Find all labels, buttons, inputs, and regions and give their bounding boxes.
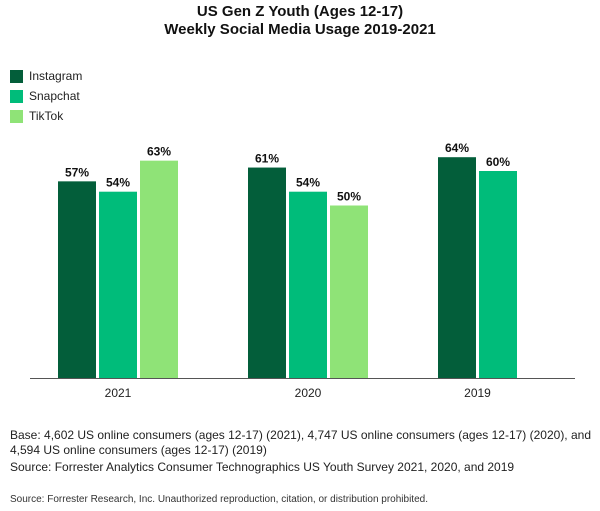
source-note: Source: Forrester Analytics Consumer Tec… <box>10 460 515 474</box>
data-label-instagram-2021: 57% <box>65 165 89 179</box>
x-tick-label-2021: 2021 <box>105 386 132 400</box>
bar-tiktok-2020 <box>330 205 368 378</box>
legend: Instagram Snapchat TikTok <box>10 66 82 126</box>
legend-label-tiktok: TikTok <box>29 109 64 123</box>
bar-snapchat-2021 <box>99 191 137 378</box>
legend-swatch-tiktok <box>10 109 23 123</box>
legend-label-snapchat: Snapchat <box>29 89 80 103</box>
bar-snapchat-2020 <box>289 191 327 378</box>
data-label-snapchat-2020: 54% <box>296 176 320 190</box>
bar-chart: 57% 54% 63% 2021 61% 54% 50% 2020 64% 60% 2019 <box>30 141 575 400</box>
bar-instagram-2020 <box>248 167 286 378</box>
legend-label-instagram: Instagram <box>29 69 83 83</box>
legend-item-tiktok: TikTok <box>10 106 82 126</box>
legend-swatch-snapchat <box>10 89 23 103</box>
bar-tiktok-2021 <box>140 160 178 378</box>
data-label-tiktok-2021: 63% <box>147 145 171 159</box>
chart-title-line-2: Weekly Social Media Usage 2019-2021 <box>164 21 436 38</box>
chart-title-line-1: US Gen Z Youth (Ages 12-17) <box>196 3 404 20</box>
base-note: Base: 4,602 US online consumers (ages 12… <box>10 428 591 457</box>
legend-item-snapchat: Snapchat <box>10 86 82 106</box>
data-label-snapchat-2019: 60% <box>486 155 510 169</box>
data-label-instagram-2020: 61% <box>255 152 279 166</box>
bar-snapchat-2019 <box>479 171 517 378</box>
bar-instagram-2021 <box>58 181 96 378</box>
legend-swatch-instagram <box>10 69 23 83</box>
legend-item-instagram: Instagram <box>10 66 82 86</box>
x-tick-label-2019: 2019 <box>464 386 491 400</box>
x-tick-label-2020: 2020 <box>295 386 322 400</box>
data-label-snapchat-2021: 54% <box>106 176 130 190</box>
data-label-instagram-2019: 64% <box>445 141 469 155</box>
bar-instagram-2019 <box>438 157 476 378</box>
copyright-note: Source: Forrester Research, Inc. Unautho… <box>10 494 428 505</box>
data-label-tiktok-2020: 50% <box>337 190 361 204</box>
